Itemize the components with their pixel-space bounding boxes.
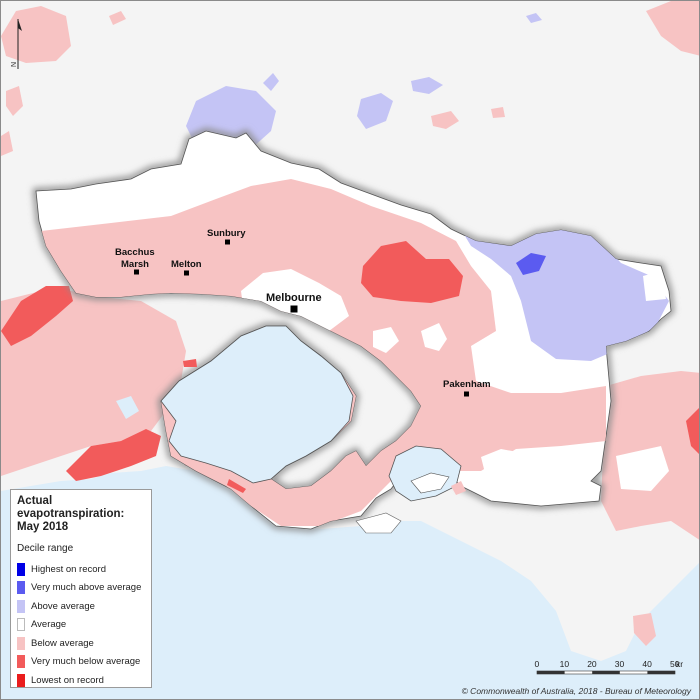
below-average-patch xyxy=(491,107,505,118)
above-average-patch xyxy=(263,73,279,91)
french-island xyxy=(410,472,450,494)
legend-item: Below average xyxy=(17,634,145,653)
legend-item: Very much above average xyxy=(17,579,145,598)
below-average-west xyxy=(1,291,186,476)
legend: Actual evapotranspiration: May 2018 Deci… xyxy=(10,489,152,688)
red-patch xyxy=(183,359,197,367)
scale-tick-label: 30 xyxy=(615,659,625,669)
very-much-below-coast xyxy=(66,429,161,481)
scale-bar: 0 10 20 30 40 50 km xyxy=(535,659,683,675)
coastal-pink xyxy=(633,613,656,646)
scale-tick-label: 20 xyxy=(587,659,597,669)
average-patch xyxy=(481,449,523,479)
below-average-patch xyxy=(6,86,23,116)
legend-label: Below average xyxy=(31,637,94,649)
place-label-pakenham: Pakenham xyxy=(443,379,491,390)
legend-swatch xyxy=(17,618,25,632)
lake xyxy=(116,396,139,419)
place-label-melton: Melton xyxy=(171,259,202,270)
legend-item: Very much below average xyxy=(17,653,145,672)
legend-item: Average xyxy=(17,616,145,635)
legend-title: Actual evapotranspiration: May 2018 xyxy=(17,495,125,533)
legend-label: Lowest on record xyxy=(31,674,104,686)
legend-swatch xyxy=(17,599,25,613)
legend-swatch xyxy=(17,562,25,576)
melton-marker xyxy=(184,270,189,276)
legend-label: Average xyxy=(31,619,67,631)
scale-tick-label: 10 xyxy=(560,659,570,669)
coastal-red xyxy=(227,479,246,493)
legend-swatch xyxy=(17,636,25,650)
legend-rows: Highest on record Very much above average… xyxy=(17,560,145,690)
average-patch xyxy=(421,323,447,351)
sunbury-marker xyxy=(225,239,230,245)
place-label-sunbury: Sunbury xyxy=(207,228,246,239)
legend-item: Above average xyxy=(17,597,145,616)
above-average-patch xyxy=(526,13,542,23)
bacchus-marsh-marker xyxy=(134,269,139,275)
below-average-patch xyxy=(109,11,126,25)
very-much-below-region xyxy=(361,241,463,303)
very-much-below-east xyxy=(686,408,699,454)
very-much-below-west xyxy=(1,286,73,346)
port-phillip-bay xyxy=(160,325,354,484)
legend-label: Very much above average xyxy=(31,582,142,594)
legend-swatch xyxy=(17,655,25,669)
legend-subtitle: Decile range xyxy=(17,543,74,554)
below-average-patch xyxy=(1,131,13,156)
pakenham-marker xyxy=(464,391,469,397)
scale-unit: km xyxy=(676,659,683,669)
north-arrow-icon: N xyxy=(11,19,22,69)
average-patch-east xyxy=(643,271,666,301)
phillip-island xyxy=(355,512,402,534)
average-patch xyxy=(373,327,399,353)
legend-label: Above average xyxy=(31,600,95,612)
very-much-above-patch xyxy=(516,253,546,275)
legend-label: Very much below average xyxy=(31,656,141,668)
legend-item: Lowest on record xyxy=(17,671,145,690)
legend-item: Highest on record xyxy=(17,560,145,579)
place-label-marsh: Marsh xyxy=(121,259,149,270)
below-average-patch xyxy=(431,111,459,129)
north-arrow-label: N xyxy=(11,62,18,67)
island-patch xyxy=(451,481,466,495)
scale-tick-label: 0 xyxy=(535,659,540,669)
above-average-patch xyxy=(357,93,393,129)
melbourne-marker xyxy=(290,305,298,313)
scale-tick-label: 40 xyxy=(642,659,652,669)
above-average-patch xyxy=(411,77,443,94)
scale-tick-label: 50 xyxy=(670,659,680,669)
westernport-bay xyxy=(388,445,462,502)
copyright-notice: © Commonwealth of Australia, 2018 - Bure… xyxy=(461,686,691,696)
average-east-patch xyxy=(616,446,669,491)
place-label-melbourne: Melbourne xyxy=(266,292,322,304)
legend-label: Highest on record xyxy=(31,563,106,575)
place-label-bacchus: Bacchus xyxy=(115,247,155,258)
legend-swatch xyxy=(17,581,25,595)
below-average-ne xyxy=(646,1,699,56)
legend-swatch xyxy=(17,673,25,687)
